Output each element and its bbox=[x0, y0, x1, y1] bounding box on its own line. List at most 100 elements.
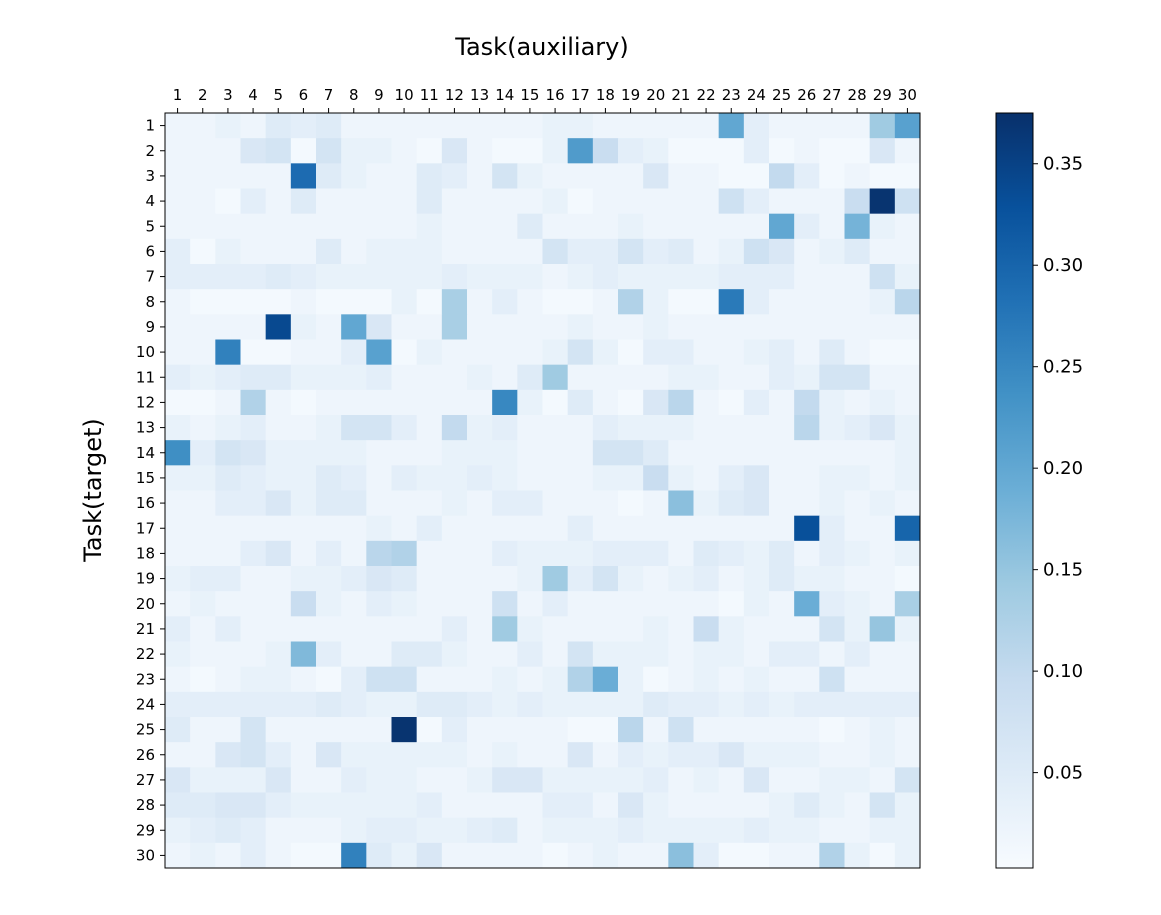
heatmap-cell bbox=[668, 717, 694, 743]
heatmap-cell bbox=[618, 717, 644, 743]
heatmap-cell bbox=[869, 213, 896, 240]
heatmap-cell bbox=[467, 717, 493, 743]
heatmap-cell bbox=[542, 213, 569, 240]
heatmap-cell bbox=[416, 817, 443, 844]
heatmap-cell bbox=[290, 389, 317, 416]
heatmap-cell bbox=[542, 238, 569, 265]
heatmap-cell bbox=[467, 188, 493, 215]
heatmap-cell bbox=[215, 767, 241, 793]
heatmap-cell bbox=[718, 742, 745, 768]
heatmap-cell bbox=[341, 163, 367, 189]
heatmap-cell bbox=[492, 238, 518, 265]
heatmap-cell bbox=[794, 566, 820, 592]
heatmap-cell bbox=[391, 641, 418, 668]
colorbar-tick-label: 0.20 bbox=[1043, 458, 1083, 479]
heatmap-cell bbox=[492, 591, 518, 617]
heatmap-cell bbox=[794, 415, 820, 441]
x-tick-label: 15 bbox=[520, 86, 539, 104]
heatmap-cell bbox=[618, 389, 644, 416]
heatmap-cell bbox=[567, 440, 594, 466]
heatmap-cell bbox=[441, 515, 468, 542]
heatmap-cell bbox=[341, 842, 367, 869]
heatmap-cell bbox=[592, 389, 619, 416]
heatmap-cell bbox=[542, 264, 569, 290]
x-tick-label: 17 bbox=[571, 86, 590, 104]
heatmap-cell bbox=[240, 616, 267, 642]
heatmap-cell bbox=[643, 163, 669, 189]
heatmap-cell bbox=[391, 415, 418, 441]
heatmap-cell bbox=[215, 389, 241, 416]
heatmap-cell bbox=[567, 339, 594, 366]
heatmap-cell bbox=[743, 113, 770, 139]
heatmap-cell bbox=[794, 591, 820, 617]
heatmap-cell bbox=[265, 666, 292, 693]
heatmap-cell bbox=[341, 490, 367, 517]
heatmap-cell bbox=[592, 364, 619, 391]
heatmap-cell bbox=[492, 566, 518, 592]
heatmap-cell bbox=[567, 616, 594, 642]
heatmap-cell bbox=[643, 289, 669, 315]
heatmap-cell bbox=[869, 440, 896, 466]
x-tick-label: 27 bbox=[822, 86, 841, 104]
heatmap-cell bbox=[290, 364, 317, 391]
heatmap-cell bbox=[743, 742, 770, 768]
heatmap-cell bbox=[492, 113, 518, 139]
heatmap-cell bbox=[240, 238, 267, 265]
heatmap-cell bbox=[668, 415, 694, 441]
heatmap-cell bbox=[844, 817, 871, 844]
heatmap-cell bbox=[618, 238, 644, 265]
heatmap-cell bbox=[592, 591, 619, 617]
heatmap-cell bbox=[467, 213, 493, 240]
heatmap-cell bbox=[542, 415, 569, 441]
heatmap-cell bbox=[391, 742, 418, 768]
heatmap-cell bbox=[769, 641, 795, 668]
heatmap-cell bbox=[215, 641, 241, 668]
y-tick-label: 22 bbox=[136, 645, 155, 663]
heatmap-cell bbox=[794, 490, 820, 517]
heatmap-cell bbox=[844, 591, 871, 617]
heatmap-cell bbox=[467, 113, 493, 139]
heatmap-cell bbox=[416, 515, 443, 542]
heatmap-cell bbox=[643, 415, 669, 441]
heatmap-cell bbox=[416, 389, 443, 416]
heatmap-cell bbox=[215, 238, 241, 265]
heatmap-cell bbox=[618, 415, 644, 441]
heatmap-cell bbox=[894, 767, 921, 793]
heatmap-cell bbox=[592, 641, 619, 668]
heatmap-cell bbox=[165, 289, 191, 315]
heatmap-cell bbox=[894, 163, 921, 189]
y-tick-label: 18 bbox=[136, 544, 155, 562]
heatmap-cell bbox=[265, 717, 292, 743]
heatmap-cell bbox=[215, 465, 241, 491]
heatmap-cell bbox=[416, 742, 443, 768]
heatmap-cell bbox=[769, 364, 795, 391]
heatmap-cell bbox=[467, 842, 493, 869]
heatmap-cell bbox=[341, 213, 367, 240]
heatmap-cell bbox=[517, 440, 543, 466]
heatmap-cell bbox=[290, 792, 317, 819]
heatmap-cell bbox=[165, 515, 191, 542]
heatmap-cell bbox=[693, 641, 720, 668]
heatmap-cell bbox=[769, 238, 795, 265]
heatmap-cell bbox=[441, 440, 468, 466]
heatmap-cell bbox=[290, 641, 317, 668]
heatmap-cell bbox=[718, 113, 745, 139]
heatmap-cell bbox=[693, 314, 720, 340]
heatmap-cell bbox=[190, 540, 216, 567]
heatmap-cell bbox=[416, 490, 443, 517]
x-tick-label: 29 bbox=[873, 86, 892, 104]
heatmap-cell bbox=[592, 113, 619, 139]
heatmap-cell bbox=[894, 389, 921, 416]
heatmap-cell bbox=[391, 163, 418, 189]
heatmap-cell bbox=[693, 666, 720, 693]
heatmap-cell bbox=[467, 264, 493, 290]
heatmap-cell bbox=[265, 289, 292, 315]
heatmap-cell bbox=[869, 415, 896, 441]
heatmap-cell bbox=[693, 540, 720, 567]
heatmap-cell bbox=[441, 691, 468, 718]
heatmap-cell bbox=[567, 842, 594, 869]
heatmap-cell bbox=[592, 289, 619, 315]
heatmap-cell bbox=[618, 691, 644, 718]
heatmap-cell bbox=[743, 817, 770, 844]
heatmap-cell bbox=[542, 163, 569, 189]
